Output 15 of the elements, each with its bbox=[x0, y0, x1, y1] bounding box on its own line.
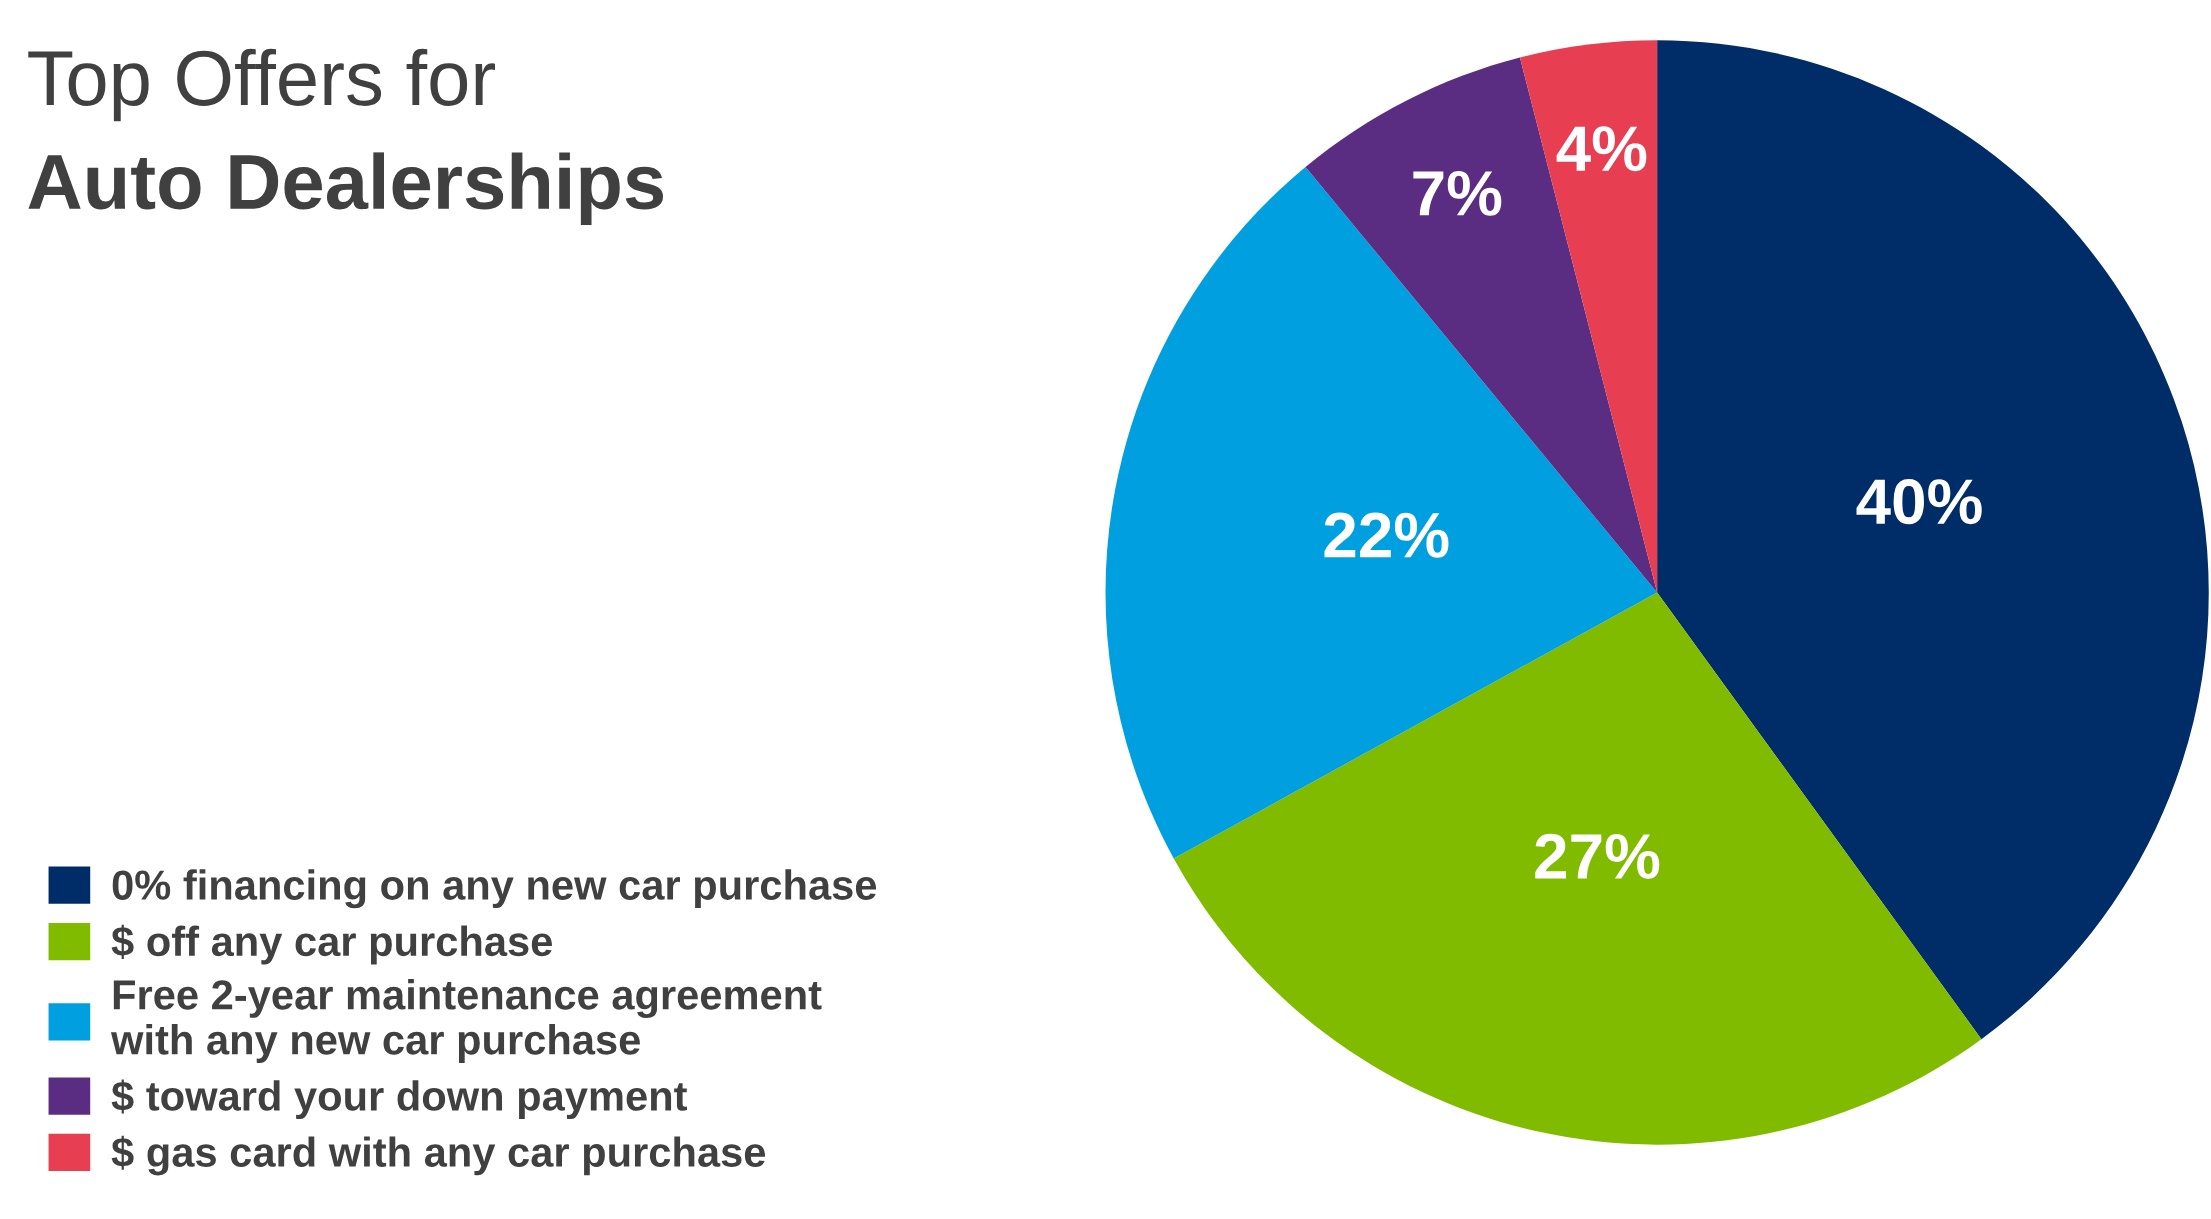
legend-label: $ toward your down payment bbox=[111, 1079, 687, 1120]
pie-slice bbox=[1519, 40, 1658, 593]
legend-label: $ off any car purchase bbox=[111, 924, 552, 965]
legend-label: 0% financing on any new car purchase bbox=[112, 869, 877, 909]
pie-slice bbox=[1173, 592, 1982, 1145]
chart-title: Top Offers for bbox=[28, 48, 495, 122]
text: Auto Dealerships bbox=[28, 152, 663, 225]
data-label: 22% bbox=[1324, 512, 1449, 558]
legend-label: Free 2-year maintenance agreement with any new car purchase bbox=[110, 979, 822, 1063]
legend-label: $ gas card with any car purchase bbox=[111, 1135, 766, 1176]
data-label: 40% bbox=[1856, 479, 1982, 525]
data-label: 7% bbox=[1413, 170, 1502, 216]
data-label: 4% bbox=[1556, 126, 1647, 172]
data-label: 27% bbox=[1535, 833, 1660, 879]
pie-slice bbox=[1305, 57, 1658, 593]
